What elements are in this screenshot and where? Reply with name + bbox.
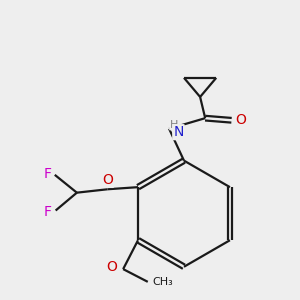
- Text: O: O: [102, 173, 113, 187]
- Text: O: O: [107, 260, 118, 274]
- Text: F: F: [44, 205, 52, 219]
- Text: N: N: [173, 125, 184, 139]
- Text: CH₃: CH₃: [152, 277, 173, 287]
- Text: O: O: [236, 113, 246, 127]
- Text: F: F: [43, 167, 51, 181]
- Text: H: H: [170, 119, 178, 130]
